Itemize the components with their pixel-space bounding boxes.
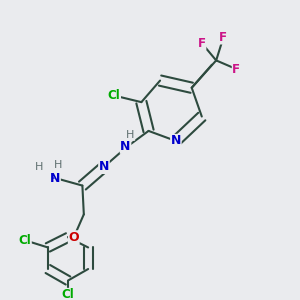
Text: H: H [34,162,43,172]
Text: F: F [232,63,240,76]
Text: F: F [219,31,227,44]
Text: O: O [68,231,79,244]
Text: Cl: Cl [19,234,31,247]
Text: Cl: Cl [61,288,74,300]
Text: ₂: ₂ [52,172,55,182]
Text: N: N [171,134,181,148]
Text: N: N [120,140,131,153]
Text: N: N [50,172,60,185]
Text: Cl: Cl [108,89,120,102]
Text: H: H [54,160,62,170]
Text: N: N [99,160,109,173]
Text: F: F [198,37,206,50]
Text: H: H [126,130,135,140]
